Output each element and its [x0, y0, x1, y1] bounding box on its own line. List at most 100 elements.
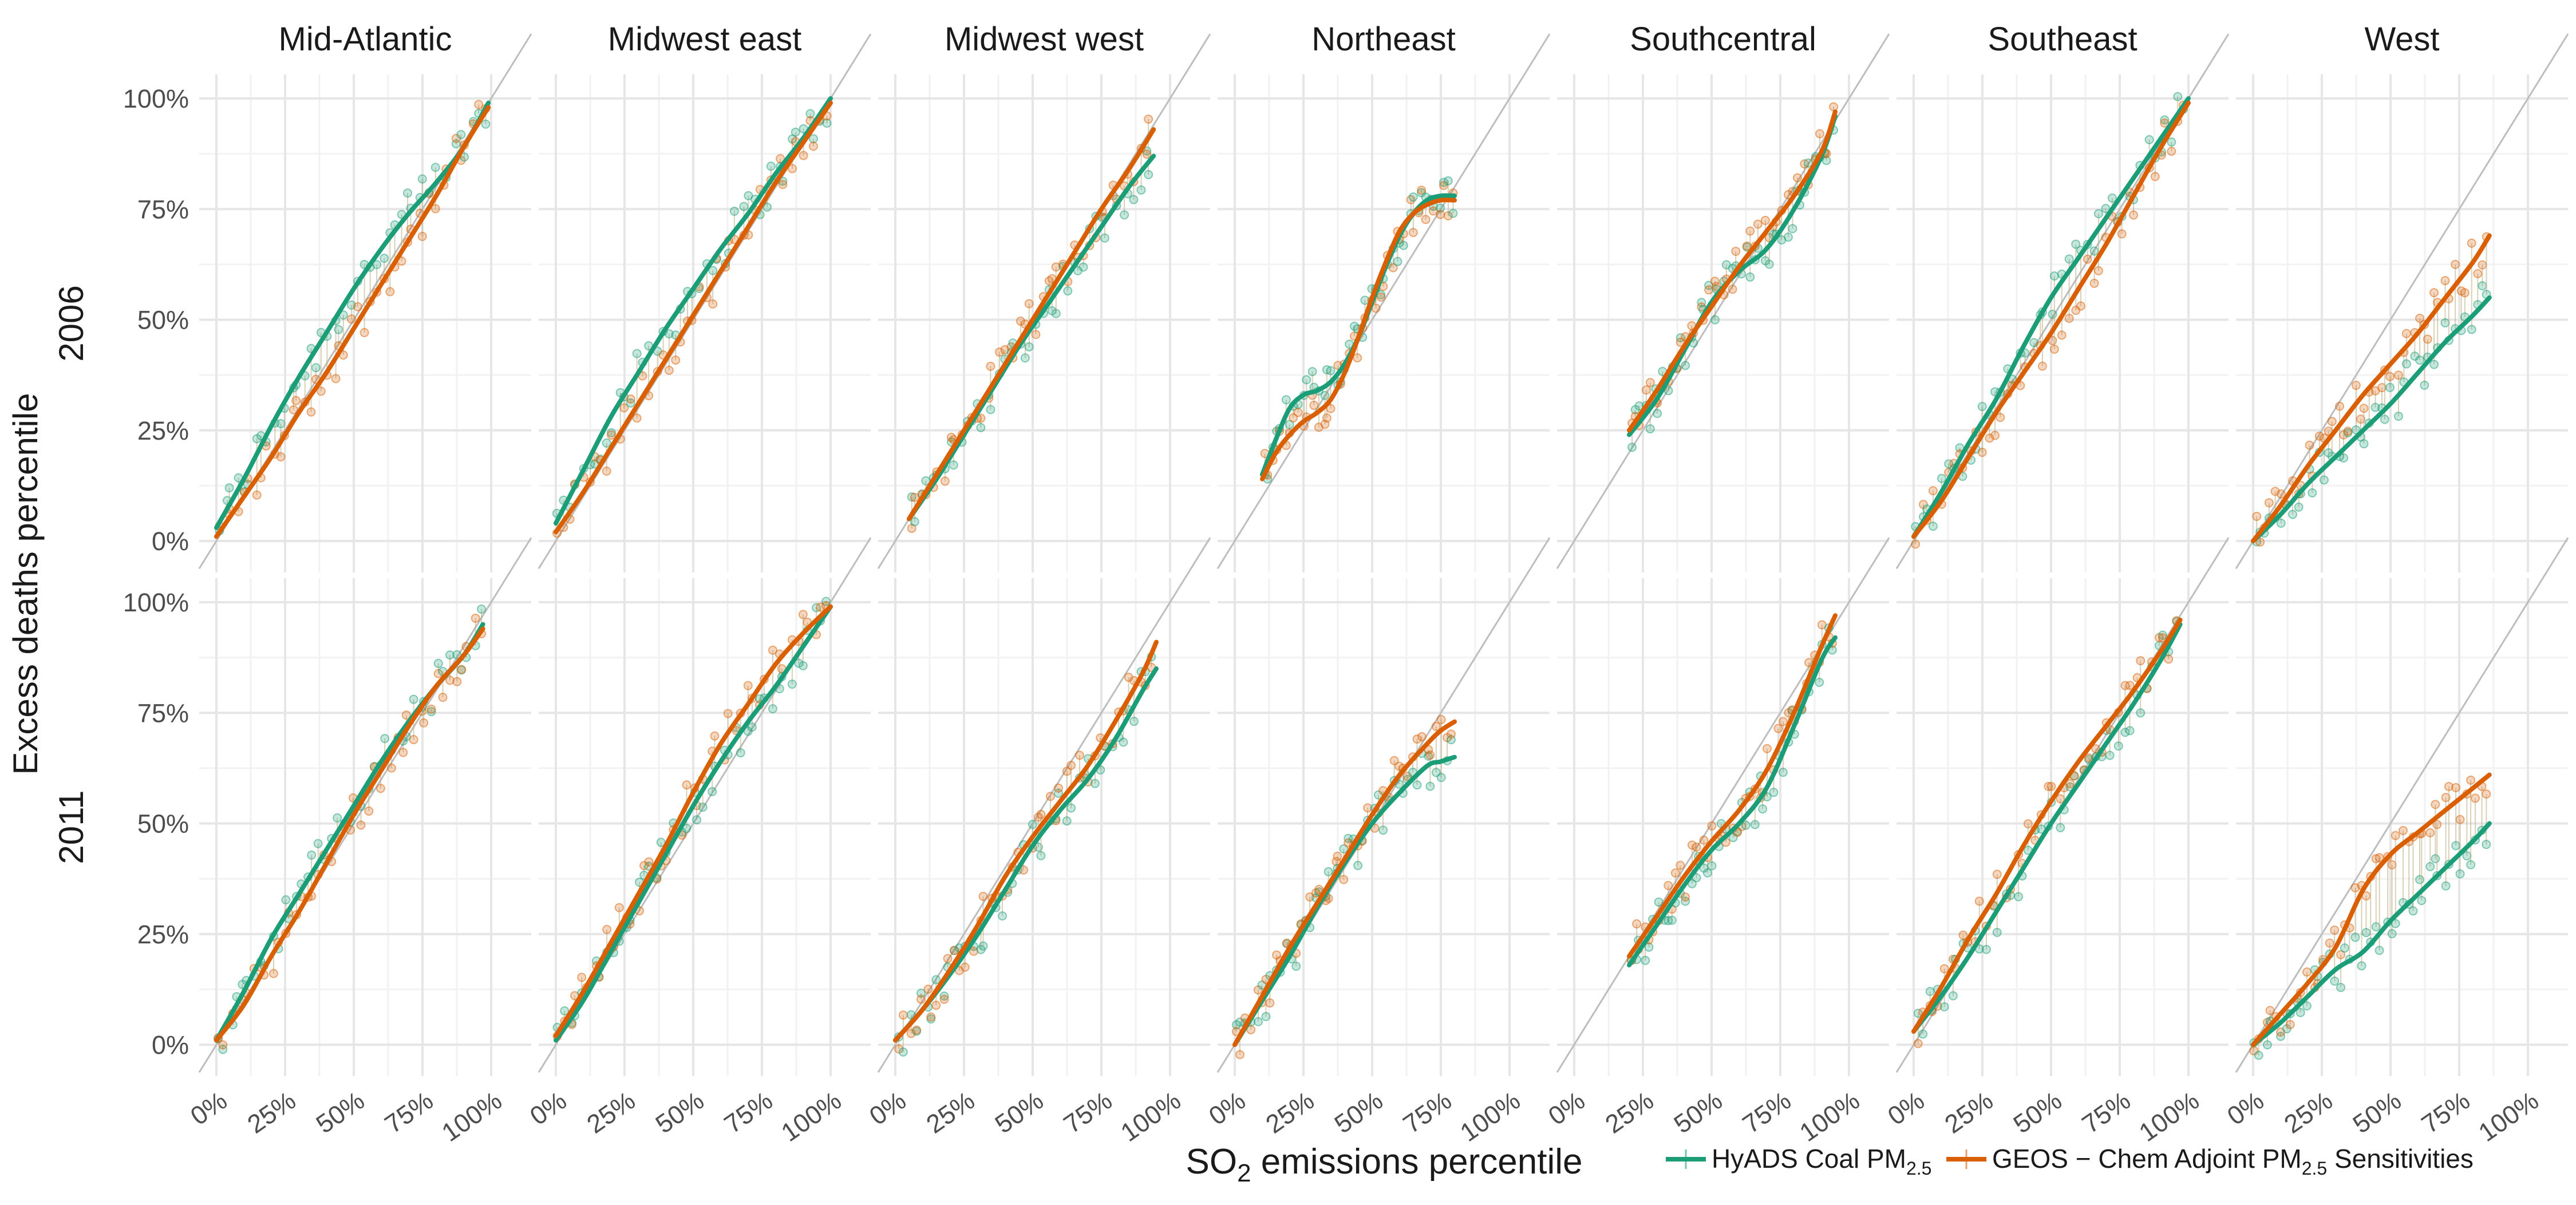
geos-point: [1996, 413, 2005, 422]
hyads-point: [1443, 176, 1453, 185]
geos-point: [474, 100, 484, 109]
geos-point: [1992, 870, 2002, 879]
geos-point: [1928, 486, 1938, 496]
hyads-point: [1436, 203, 1445, 213]
geos-point: [2164, 654, 2174, 664]
hyads-point: [456, 130, 466, 140]
panel-southcentral-2011: 0% 25% 50% 75%100%: [1543, 537, 1890, 1147]
hyads-point: [2167, 137, 2176, 147]
geos-point: [768, 645, 777, 655]
hyads-point: [1634, 401, 1644, 411]
hyads-point: [2466, 860, 2476, 870]
x-tick-label: 0%: [524, 1085, 572, 1131]
x-tick-label: 100%: [1455, 1085, 1526, 1147]
y-tick-label: 0%: [152, 1030, 189, 1060]
geos-point: [2425, 828, 2435, 837]
geos-point: [2160, 118, 2170, 128]
hyads-point: [2417, 896, 2427, 906]
panel-southcentral-2006: [1556, 33, 1890, 572]
geos-point: [1687, 840, 1697, 850]
geos-point: [1045, 792, 1055, 801]
x-tick-label: 75%: [1398, 1085, 1457, 1139]
geos-point: [1712, 282, 1721, 291]
x-tick-label: 25%: [1939, 1085, 1998, 1139]
facet-title-northeast: Northeast: [1311, 21, 1455, 58]
hyads-point: [1425, 781, 1435, 791]
hyads-point: [1641, 955, 1650, 965]
hyads-point: [2370, 402, 2380, 412]
hyads-point: [1339, 844, 1349, 854]
geos-point: [2343, 426, 2353, 436]
geos-point: [2252, 512, 2262, 521]
x-tick-label: 100%: [1115, 1085, 1186, 1147]
hyads-point: [1063, 286, 1073, 296]
geos-point: [291, 396, 301, 405]
hyads-point: [1815, 677, 1824, 687]
reference-line: [2235, 537, 2569, 1073]
x-tick-label: 100%: [776, 1085, 847, 1147]
geos-point: [2451, 783, 2461, 792]
geos-point: [430, 204, 440, 214]
geos-point: [2276, 489, 2286, 499]
hyads-point: [1788, 224, 1797, 234]
hyads-curve: [1911, 622, 2183, 1034]
geos-point: [2076, 301, 2085, 311]
geos-point: [614, 903, 624, 912]
y-tick-label: 25%: [137, 416, 189, 445]
hyads-point: [762, 202, 772, 212]
hyads-point: [313, 839, 323, 848]
geos-point: [457, 665, 467, 674]
hyads-point: [729, 206, 739, 216]
panel-midwest-west-2006: [877, 33, 1211, 572]
hyads-point: [1323, 867, 1333, 876]
hyads-point: [2101, 204, 2111, 214]
hyads-point: [1925, 986, 1935, 996]
hyads-point: [380, 734, 390, 744]
hyads-point: [692, 815, 702, 825]
hyads-point: [1253, 1017, 1263, 1026]
hyads-point: [822, 118, 832, 128]
geos-point: [664, 365, 674, 375]
geos-curve: [1232, 719, 1457, 1047]
panel-midwest-east-2011: 0% 25% 50% 75%100%: [524, 537, 872, 1147]
y-tick-label: 25%: [137, 920, 189, 949]
hyads-point: [2361, 928, 2371, 938]
hyads-point: [1778, 768, 1788, 777]
geos-point: [2305, 440, 2314, 450]
geos-point: [1314, 884, 1324, 894]
x-tick-label: 25%: [2279, 1085, 2338, 1139]
hyads-curve: [2251, 821, 2492, 1047]
geos-curve: [554, 604, 833, 1038]
geos-point: [2473, 268, 2483, 278]
hyads-point: [1028, 820, 1037, 829]
facet-title-mid-atlantic: Mid-Atlantic: [279, 21, 452, 58]
hyads-point: [2144, 135, 2154, 144]
geos-curve: [554, 100, 833, 535]
geos-point: [910, 492, 919, 502]
geos-point: [1339, 875, 1349, 884]
geos-point: [1760, 215, 1770, 225]
x-tick-label: 50%: [650, 1085, 709, 1139]
hyads-point: [1654, 897, 1664, 907]
facet-row-label-2011: 2011: [52, 790, 90, 864]
x-axis-label: SO2 emissions percentile: [1186, 1142, 1583, 1187]
hyads-point: [2374, 946, 2384, 955]
hyads-point: [2387, 929, 2397, 939]
panel-west-2006: [2235, 33, 2569, 572]
hyads-point: [2136, 708, 2146, 718]
hyads-point: [607, 428, 617, 437]
geos-point: [1911, 539, 1921, 549]
hyads-point: [380, 254, 389, 263]
hyads-point: [1977, 402, 1987, 412]
geos-point: [1235, 1050, 1244, 1060]
y-tick-label: 100%: [123, 84, 189, 113]
x-tick-label: 100%: [2473, 1085, 2544, 1147]
geos-point: [1144, 114, 1153, 124]
geos-point: [2460, 288, 2470, 298]
hyads-point: [1408, 192, 1418, 202]
hyads-point: [2451, 841, 2461, 851]
hyads-point: [281, 895, 291, 904]
facet-title-midwest-east: Midwest east: [608, 21, 801, 58]
geos-point: [1388, 263, 1398, 272]
